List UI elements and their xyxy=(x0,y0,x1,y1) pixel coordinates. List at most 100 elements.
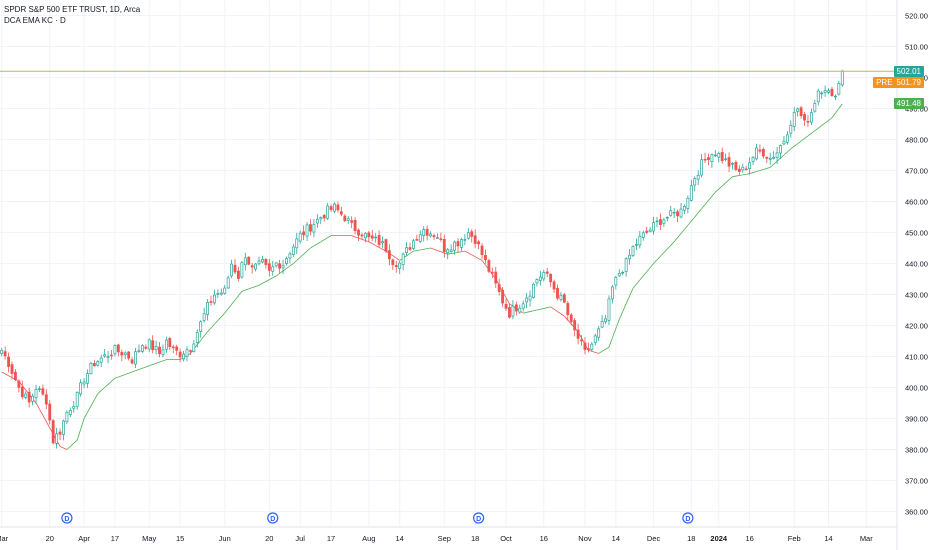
candle xyxy=(833,94,837,101)
ema-segment xyxy=(45,421,51,428)
candle xyxy=(617,269,621,277)
candle xyxy=(223,284,227,295)
candle xyxy=(243,252,247,271)
candle xyxy=(436,233,439,239)
chart-legend[interactable]: SPDR S&P 500 ETF TRUST, 1D, Arca DCA EMA… xyxy=(4,4,140,26)
candle xyxy=(751,156,755,165)
ema-segment xyxy=(687,220,692,226)
indicator-title[interactable]: DCA EMA KC · D xyxy=(4,16,66,25)
dividend-event-icon[interactable]: D xyxy=(682,512,694,524)
candle xyxy=(254,263,258,272)
ema-segment xyxy=(427,247,431,250)
ema-segment xyxy=(375,245,380,248)
ema-segment xyxy=(800,138,805,142)
ema-segment xyxy=(629,288,634,297)
candle xyxy=(195,329,199,348)
ema-price-label: 491.48 xyxy=(893,98,924,110)
candle xyxy=(772,151,776,160)
ema-segment xyxy=(423,248,428,250)
ema-segment xyxy=(430,247,435,250)
candle xyxy=(199,320,203,338)
candle xyxy=(339,206,343,217)
candle xyxy=(816,88,820,106)
candle xyxy=(391,258,395,270)
ema-segment xyxy=(464,250,469,254)
candle xyxy=(744,165,748,171)
ema-segment xyxy=(313,243,318,247)
candle xyxy=(624,257,628,277)
candle xyxy=(168,336,172,351)
candle xyxy=(79,379,83,397)
candle xyxy=(614,275,618,290)
ema-segment xyxy=(327,235,332,239)
ema-segment xyxy=(227,304,232,310)
candle xyxy=(487,258,491,274)
candle xyxy=(353,217,357,235)
candle xyxy=(518,304,522,314)
ema-segment xyxy=(701,204,706,209)
ema-segment xyxy=(200,335,205,341)
candle xyxy=(123,351,127,360)
ema-segment xyxy=(272,275,277,279)
ema-segment xyxy=(708,196,713,201)
ema-segment xyxy=(481,260,486,266)
price-axis[interactable]: 520.00510.00500.00490.00480.00470.00460.… xyxy=(905,12,928,517)
ema-segment xyxy=(107,381,112,385)
candle xyxy=(75,391,79,410)
ema-segment xyxy=(550,306,555,310)
candle xyxy=(370,230,374,242)
candle xyxy=(401,252,405,271)
candle xyxy=(185,346,189,362)
ema-segment xyxy=(39,409,44,416)
candle xyxy=(446,248,450,260)
dividend-event-icon[interactable]: D xyxy=(267,512,279,524)
candle xyxy=(631,245,635,258)
candle xyxy=(96,359,100,367)
ema-segment xyxy=(797,140,802,144)
candle xyxy=(782,136,786,146)
candle xyxy=(652,216,655,235)
ema-segment xyxy=(358,237,363,240)
candle xyxy=(576,323,580,345)
candle xyxy=(10,361,14,380)
ema-segment xyxy=(564,315,569,321)
ema-segment xyxy=(632,283,637,289)
dividend-event-icon[interactable]: D xyxy=(473,512,485,524)
candle xyxy=(717,151,721,163)
candle xyxy=(686,195,690,214)
ema-segment xyxy=(87,405,92,413)
candle xyxy=(799,106,803,119)
candle xyxy=(322,213,326,222)
time-axis[interactable]: Mar 20 Apr 17 May 15 Jun 20 Jul 17 Aug 14 Sep 18 Oct 16… xyxy=(0,534,873,543)
candle xyxy=(768,152,772,165)
candle xyxy=(48,400,52,425)
candle xyxy=(525,292,529,309)
ema-segment xyxy=(697,208,702,214)
candle xyxy=(425,225,429,241)
candle xyxy=(326,202,330,220)
candle xyxy=(288,251,292,264)
candle xyxy=(710,153,714,168)
candle xyxy=(463,234,467,246)
candle xyxy=(92,359,96,367)
time-tick-label: 2024 xyxy=(710,534,728,543)
ema-segment xyxy=(759,169,764,171)
candle xyxy=(58,428,62,441)
candle xyxy=(806,115,810,127)
candle xyxy=(240,261,244,279)
time-tick-label: 17 xyxy=(111,534,119,543)
ema-segment xyxy=(21,385,27,391)
ema-segment xyxy=(378,247,383,250)
candle xyxy=(295,232,299,255)
symbol-title[interactable]: SPDR S&P 500 ETF TRUST, 1D, Arca xyxy=(4,5,141,14)
candle xyxy=(635,238,638,251)
dividend-event-icon[interactable]: D xyxy=(61,512,73,524)
candle xyxy=(291,243,295,257)
ema-segment xyxy=(663,248,668,253)
ema-segment xyxy=(149,364,153,367)
candle xyxy=(775,146,779,164)
last-price-value: 502.01 xyxy=(896,66,921,76)
candle xyxy=(62,419,65,441)
